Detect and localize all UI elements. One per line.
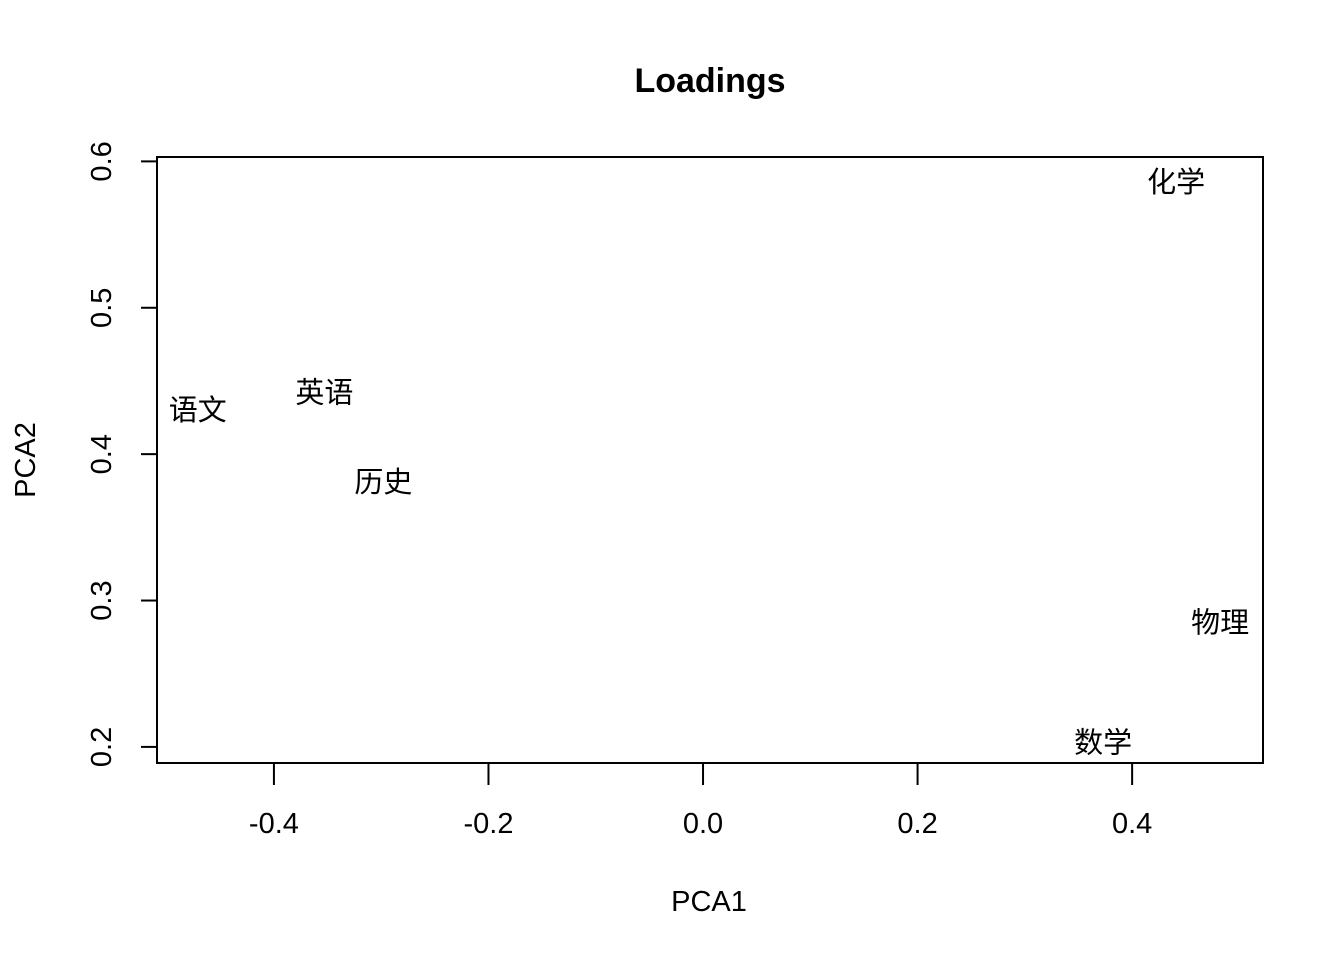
- y-tick-label: 0.4: [86, 434, 118, 474]
- x-axis-title: PCA1: [671, 886, 747, 918]
- x-tick-label: -0.2: [463, 808, 513, 840]
- x-tick-label: 0.2: [897, 808, 937, 840]
- point-label: 数学: [1074, 726, 1132, 760]
- point-label: 历史: [354, 465, 412, 499]
- y-axis-title: PCA2: [10, 422, 42, 498]
- y-tick-label: 0.2: [86, 727, 118, 767]
- y-tick-label: 0.6: [86, 141, 118, 181]
- y-tick-label: 0.5: [86, 288, 118, 328]
- x-tick-label: -0.4: [249, 808, 299, 840]
- point-label: 物理: [1191, 605, 1249, 639]
- chart-title: Loadings: [634, 62, 785, 100]
- y-tick-label: 0.3: [86, 580, 118, 620]
- point-label: 英语: [295, 376, 353, 410]
- x-axis: -0.4 -0.2 0.0 0.2 0.4: [249, 762, 1152, 840]
- y-axis: 0.2 0.3 0.4 0.5 0.6: [86, 141, 158, 767]
- x-tick-label: 0.4: [1112, 808, 1152, 840]
- point-label: 语文: [169, 393, 227, 427]
- x-tick-label: 0.0: [683, 808, 723, 840]
- point-label: 化学: [1147, 165, 1205, 199]
